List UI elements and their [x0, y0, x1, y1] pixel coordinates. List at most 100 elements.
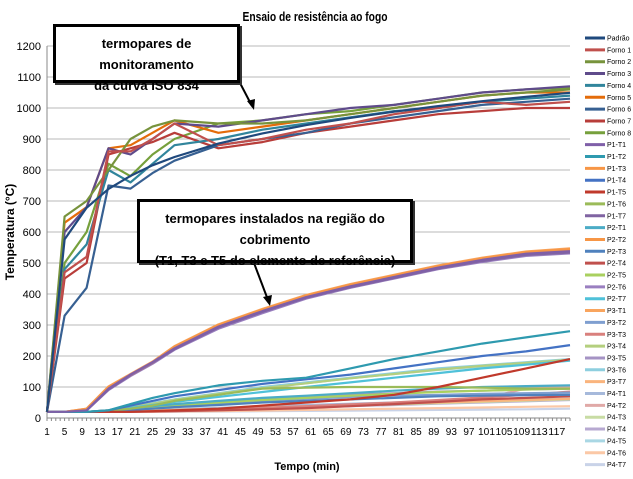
legend-item: P3-T5 [585, 355, 626, 362]
y-tick-label: 600 [23, 227, 41, 239]
callout-cobrimento-line1: termopares instalados na região do cobri… [165, 211, 385, 247]
legend-label: P1-T2 [607, 154, 626, 161]
y-tick-label: 100 [23, 382, 41, 394]
legend-item: P3-T2 [585, 320, 626, 327]
legend-label: Forno 3 [607, 71, 631, 78]
legend-label: P1-T4 [607, 178, 626, 185]
y-tick-label: 1100 [17, 72, 41, 84]
x-tick-label: 33 [182, 427, 194, 438]
legend-label: Forno 6 [607, 107, 631, 114]
legend-item: P4-T6 [585, 450, 626, 457]
x-tick-labels: 1 5 9 13 17 21 25 29 33 37 41 45 49 53 57 61 65 69 73 77 81 8… [44, 427, 566, 438]
legend-label: P3-T1 [607, 308, 626, 315]
x-tick-label: 105 [496, 427, 513, 438]
legend-label: Forno 5 [607, 95, 631, 102]
legend-item: P3-T1 [585, 308, 626, 315]
series-line-forno-2 [45, 88, 571, 412]
legend-label: P4-T7 [607, 462, 626, 469]
legend-item: P2-T2 [585, 237, 626, 244]
legend-label: P3-T3 [607, 332, 626, 339]
legend-label: P3-T4 [607, 344, 626, 351]
legend-label: P4-T3 [607, 415, 626, 422]
x-tick-label: 41 [217, 427, 229, 438]
legend-item: P4-T2 [585, 403, 626, 410]
legend-label: P4-T1 [607, 391, 626, 398]
legend-label: P2-T1 [607, 225, 626, 232]
y-tick-labels: 0 100 200 300 400 500 600 700 800 900 1000 1100 1200 [17, 41, 41, 425]
legend-item: P3-T6 [585, 367, 626, 374]
legend-item: P1-T6 [585, 201, 626, 208]
x-tick-label: 61 [305, 427, 317, 438]
legend-label: P4-T6 [607, 450, 626, 457]
legend-label: P2-T6 [607, 284, 626, 291]
series-line-padr-o [45, 91, 571, 412]
x-tick-label: 109 [513, 427, 530, 438]
x-axis-label: Tempo (min) [274, 461, 340, 473]
legend-item: P4-T4 [585, 427, 626, 434]
legend-label: Forno 8 [607, 130, 631, 137]
legend-label: P1-T6 [607, 201, 626, 208]
legend-label: P2-T5 [607, 273, 626, 280]
legend-item: P4-T5 [585, 438, 626, 445]
x-tick-label: 29 [164, 427, 176, 438]
x-tick-label: 37 [200, 427, 212, 438]
y-tick-label: 1200 [17, 41, 41, 53]
x-tick-label: 21 [129, 427, 141, 438]
series-line-forno-1 [45, 100, 571, 412]
legend-label: P1-T5 [607, 190, 626, 197]
y-tick-label: 1000 [17, 103, 41, 115]
legend-item: P4-T1 [585, 391, 626, 398]
x-tick-label: 13 [94, 427, 106, 438]
x-tick-label: 1 [44, 427, 50, 438]
legend-item: Forno 5 [585, 95, 631, 102]
legend-item: P1-T2 [585, 154, 626, 161]
legend-item: P2-T6 [585, 284, 626, 291]
x-tick-label: 45 [235, 427, 247, 438]
legend-label: Forno 1 [607, 47, 631, 54]
legend-label: P3-T6 [607, 367, 626, 374]
legend: Padrão Forno 1 Forno 2 Forno 3 Forno 4 Forno … [585, 36, 631, 469]
callout-cobrimento-line2: (T1, T3 e T5 do elemento de referência) [154, 253, 396, 268]
callout-iso834-line2: da curva ISO 834 [94, 78, 199, 93]
y-axis-label: Temperatura (°C) [3, 184, 17, 281]
x-tick-label: 85 [411, 427, 423, 438]
legend-label: Padrão [607, 36, 630, 43]
legend-label: Forno 2 [607, 59, 631, 66]
legend-item: P3-T7 [585, 379, 626, 386]
x-tick-label: 65 [323, 427, 335, 438]
callout-arrows [239, 82, 272, 306]
legend-label: P4-T5 [607, 438, 626, 445]
y-tick-label: 400 [23, 289, 41, 301]
x-tick-label: 81 [393, 427, 405, 438]
x-tick-label: 9 [79, 427, 85, 438]
series-line-p1-t2 [47, 330, 571, 413]
x-tick-label: 89 [428, 427, 440, 438]
y-tick-label: 900 [23, 134, 41, 146]
series-line-p1-t3 [47, 248, 571, 413]
x-tick-label: 69 [340, 427, 352, 438]
x-tick-label: 101 [478, 427, 495, 438]
legend-label: Forno 4 [607, 83, 631, 90]
y-tick-label: 300 [23, 320, 41, 332]
arrow-2 [253, 262, 269, 301]
legend-label: P1-T3 [607, 166, 626, 173]
x-tick-label: 97 [463, 427, 475, 438]
legend-label: P3-T7 [607, 379, 626, 386]
legend-label: P3-T5 [607, 355, 626, 362]
legend-item: Forno 6 [585, 107, 631, 114]
y-tick-label: 500 [23, 258, 41, 270]
legend-label: Forno 7 [607, 118, 631, 125]
legend-item: Forno 4 [585, 83, 631, 90]
arrowhead-2 [263, 295, 272, 306]
arrowhead-1 [247, 99, 255, 110]
legend-item: Forno 8 [585, 130, 631, 137]
legend-label: P1-T7 [607, 213, 626, 220]
legend-label: P2-T7 [607, 296, 626, 303]
legend-item: Forno 2 [585, 59, 631, 66]
series-lines [45, 85, 571, 413]
x-tick-label: 73 [358, 427, 370, 438]
legend-item: Forno 7 [585, 118, 631, 125]
legend-item: P4-T7 [585, 462, 626, 469]
legend-label: P2-T4 [607, 261, 626, 268]
legend-item: P2-T5 [585, 273, 626, 280]
